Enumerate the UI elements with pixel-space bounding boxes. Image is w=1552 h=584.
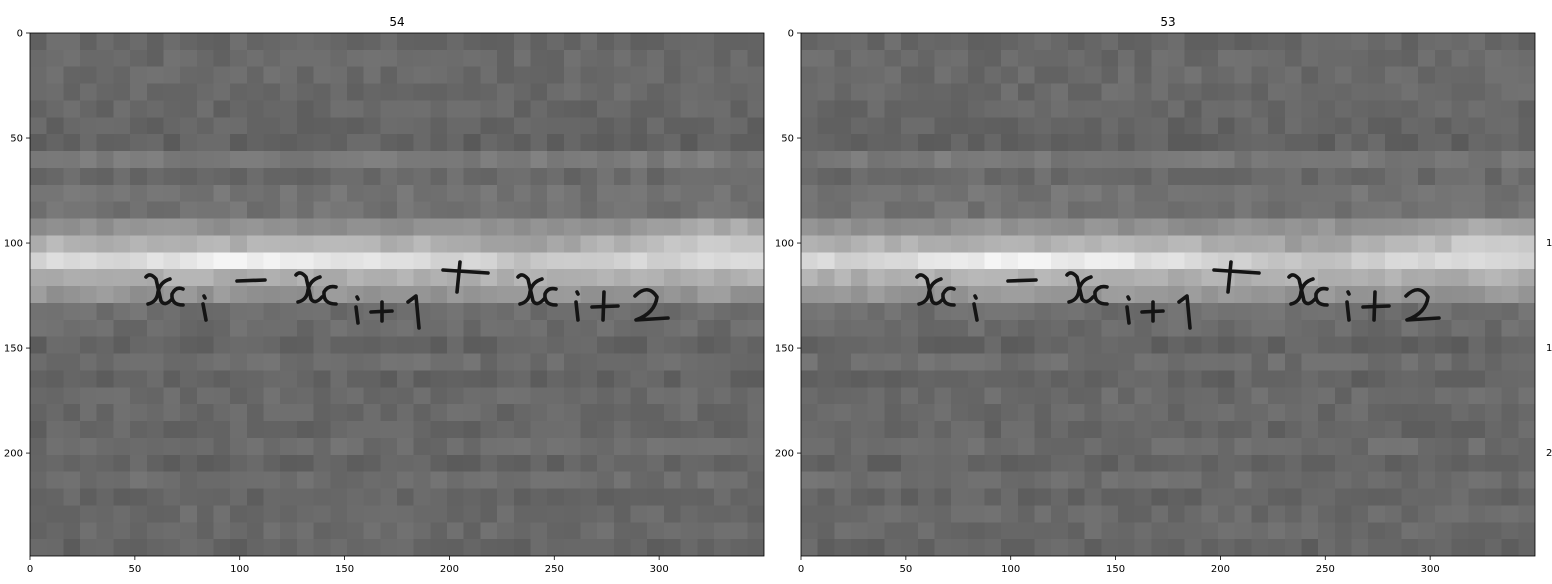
x-tick-label: 50 xyxy=(899,564,912,575)
x-tick-label: 100 xyxy=(230,564,249,575)
x-tick-label: 0 xyxy=(27,564,33,575)
x-tick-label: 250 xyxy=(545,564,564,575)
x-tick-label: 250 xyxy=(1316,564,1335,575)
cutoff-tick-label: 2 xyxy=(1546,448,1552,459)
handwritten-expression xyxy=(915,260,1441,330)
y-tick-label: 150 xyxy=(775,344,794,355)
x-tick-label: 0 xyxy=(798,564,804,575)
panel-title: 53 xyxy=(1160,15,1175,29)
axes-frame xyxy=(29,32,765,557)
heatmap-image xyxy=(801,33,1535,556)
x-tick-label: 300 xyxy=(1421,564,1440,575)
x-tick-label: 150 xyxy=(1106,564,1125,575)
y-tick-label: 50 xyxy=(10,134,23,145)
x-tick-label: 50 xyxy=(128,564,141,575)
y-tick-label: 100 xyxy=(4,239,23,250)
x-tick-label: 200 xyxy=(440,564,459,575)
handwritten-expression xyxy=(144,260,670,330)
y-tick-label: 150 xyxy=(4,344,23,355)
y-tick-label: 200 xyxy=(4,449,23,460)
cutoff-tick-label: 10 xyxy=(1546,238,1552,249)
y-tick-label: 50 xyxy=(781,134,794,145)
y-tick-label: 100 xyxy=(775,239,794,250)
y-tick-label: 0 xyxy=(17,29,23,40)
y-tick-label: 0 xyxy=(788,29,794,40)
heatmap-panel-2: 53 0 50 100 150 200 250 300 0 50 100 150 200 xyxy=(775,15,1536,575)
heatmap-panel-1: 54 0 50 100 150 200 250 300 0 50 100 150 200 xyxy=(4,15,765,575)
x-tick-label: 300 xyxy=(650,564,669,575)
x-tick-label: 100 xyxy=(1001,564,1020,575)
y-tick-label: 200 xyxy=(775,449,794,460)
cutoff-tick-label: 15 xyxy=(1546,343,1552,354)
x-tick-label: 150 xyxy=(335,564,354,575)
panel-title: 54 xyxy=(389,15,404,29)
heatmap-image xyxy=(30,33,764,556)
axes-frame xyxy=(800,32,1536,557)
x-tick-label: 200 xyxy=(1211,564,1230,575)
